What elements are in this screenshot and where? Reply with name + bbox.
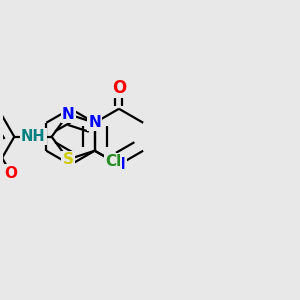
Text: O: O	[112, 79, 126, 97]
Text: N: N	[88, 115, 101, 130]
Text: NH: NH	[21, 129, 46, 144]
Text: N: N	[112, 157, 125, 172]
Text: O: O	[4, 166, 17, 181]
Text: Cl: Cl	[105, 154, 121, 169]
Text: N: N	[62, 106, 74, 122]
Text: S: S	[63, 152, 74, 167]
